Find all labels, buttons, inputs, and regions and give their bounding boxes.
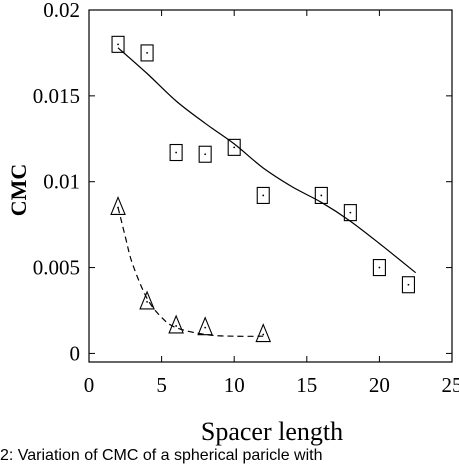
point-dot [262,194,265,197]
x-tick-label: 10 [224,373,245,397]
triangle-point [197,316,213,336]
x-tick-label: 25 [442,373,459,397]
point-dot [175,151,178,154]
x-tick-label: 15 [296,373,317,397]
point-dot [204,326,207,329]
point-dot [117,43,119,46]
x-tick-label: 0 [84,373,95,397]
point-dot [117,206,119,209]
square-point [111,35,125,53]
point-dot [262,333,265,336]
point-dot [378,266,381,269]
point-dot [175,325,178,327]
square-marker [314,186,328,204]
triangle-point [255,323,272,343]
square-point [314,186,328,204]
triangle-point [168,314,184,334]
point-dot [407,283,410,286]
y-tick-label: 0.005 [33,256,80,280]
square-marker [169,143,183,162]
solid-fit-line [117,47,417,274]
triangle-marker [168,314,184,334]
x-axis-label: Spacer length [201,417,343,446]
point-dot [233,146,236,149]
point-dot [320,194,323,197]
triangle-marker [139,290,155,310]
square-marker [111,35,125,53]
y-tick-label: 0.02 [43,0,80,22]
square-marker [198,145,212,163]
square-marker [372,259,386,277]
y-tick-label: 0 [70,341,81,365]
y-axis-label: CMC [6,164,31,217]
square-point [140,44,154,62]
square-marker [343,204,357,222]
triangle-marker [110,196,126,216]
x-tick-label: 20 [369,373,390,397]
fit-lines [117,47,417,337]
square-point [227,138,241,156]
data-markers [110,35,415,343]
square-point [256,186,270,204]
cmc-chart: 0 5 10 15 20 25 0 0.005 0.01 0.015 0.02 Spacer len… [6,0,459,446]
point-dot [204,153,207,156]
triangle-point [110,196,126,216]
point-dot [146,301,148,303]
x-tick-label: 5 [156,373,167,397]
square-point [169,143,183,162]
y-tick-label: 0.015 [33,84,80,108]
square-marker [140,44,154,62]
figure-caption: 2: Variation of CMC of a spherical paric… [0,447,323,464]
square-point [372,259,386,277]
square-point [343,204,357,222]
square-point [198,145,212,163]
axes: 0 5 10 15 20 25 0 0.005 0.01 0.015 0.02 [33,0,459,397]
triangle-marker [255,323,272,343]
square-point [401,276,415,294]
triangle-marker [197,316,213,336]
point-dot [349,211,352,214]
dashed-fit-line [117,207,264,337]
triangle-point [139,290,155,310]
square-marker [401,276,415,294]
square-marker [256,186,270,204]
y-tick-label: 0.01 [43,170,80,194]
plot-frame [88,9,453,363]
square-marker [227,138,241,156]
point-dot [146,52,148,54]
